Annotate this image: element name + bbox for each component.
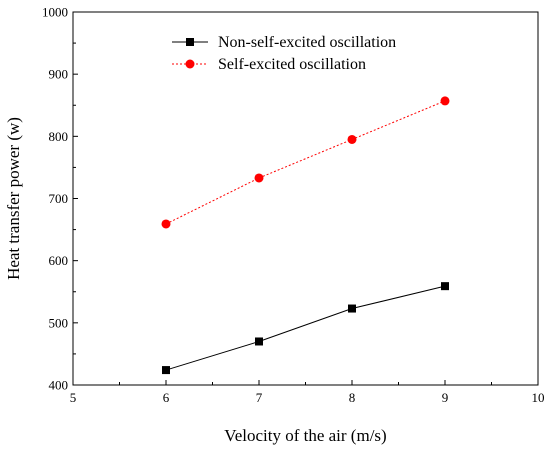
legend-marker-circle <box>185 59 195 69</box>
x-tick-label: 8 <box>349 390 356 405</box>
x-tick-label: 10 <box>532 390 545 405</box>
series-line-1 <box>165 285 446 371</box>
y-axis-title: Heat transfer power (w) <box>4 117 23 280</box>
series-layer <box>161 96 450 375</box>
data-point-square <box>441 282 449 291</box>
data-point-square <box>162 366 170 375</box>
legend-marker-square <box>186 38 194 46</box>
data-point-circle <box>347 134 357 144</box>
series-line-2 <box>165 100 446 225</box>
x-tick-label: 7 <box>256 390 263 405</box>
y-tick-label: 1000 <box>42 5 68 20</box>
data-point-circle <box>161 219 171 229</box>
legend-label-self-excited: Self-excited oscillation <box>218 56 366 73</box>
y-tick-label: 700 <box>49 191 69 206</box>
x-axis-title: Velocity of the air (m/s) <box>224 426 386 445</box>
y-tick-label: 400 <box>49 378 69 393</box>
legend: Non-self-excited oscillation Self-excite… <box>172 34 396 73</box>
y-tick-label: 600 <box>49 253 69 268</box>
x-tick-label: 9 <box>442 390 449 405</box>
y-tick-label: 500 <box>49 315 69 330</box>
legend-label-non-self-excited: Non-self-excited oscillation <box>218 34 396 51</box>
data-point-square <box>348 304 356 313</box>
axis-ticks: 5 6 7 8 9 10 400 500 600 700 800 900 1000 <box>42 5 545 406</box>
x-tick-label: 5 <box>70 390 77 405</box>
data-point-circle <box>440 96 450 106</box>
y-tick-label: 900 <box>49 67 69 82</box>
data-point-square <box>255 337 263 346</box>
x-tick-label: 6 <box>163 390 170 405</box>
data-point-circle <box>254 173 264 183</box>
y-tick-label: 800 <box>49 129 69 144</box>
